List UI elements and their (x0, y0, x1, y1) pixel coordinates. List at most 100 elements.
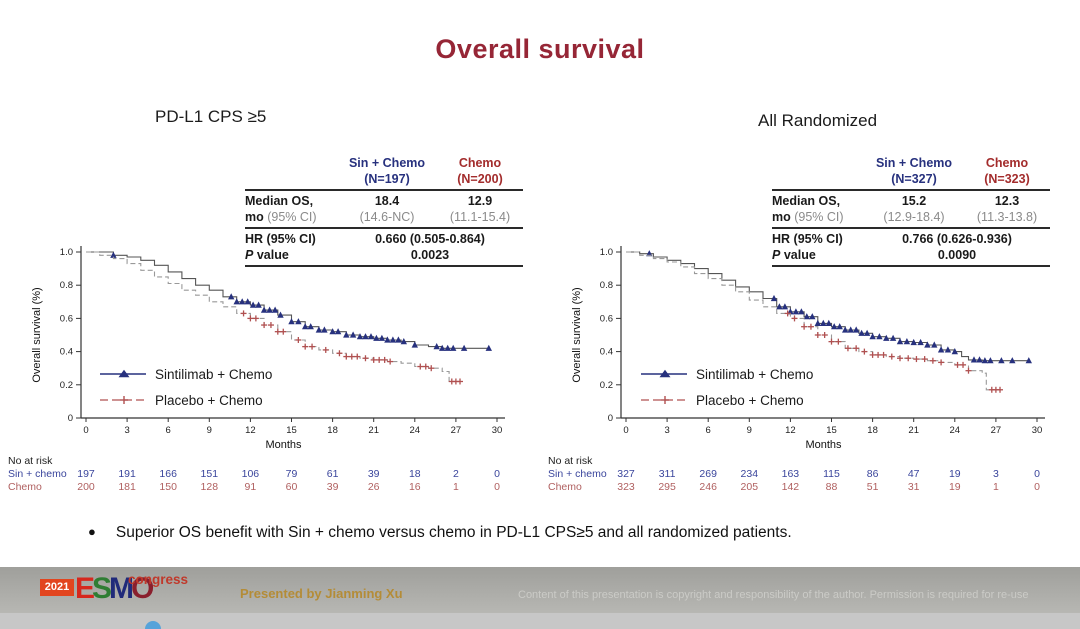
risk-value: 31 (907, 481, 920, 493)
censor-triangle-icon (384, 336, 391, 343)
risk-value: 323 (617, 481, 635, 493)
median-os-control: 12.9 (467, 194, 493, 208)
y-tick-label: 0.2 (600, 380, 613, 391)
risk-row-label: Chemo (548, 481, 582, 493)
legend-item-placebo: Placebo + Chemo (100, 387, 272, 413)
y-tick-label: 0.6 (60, 313, 73, 324)
stats-table-pdl1: Sin + Chemo Chemo (N=197) (N=200) Median… (245, 155, 523, 269)
median-unit-label: mo (772, 210, 791, 224)
risk-value: 0 (494, 481, 500, 493)
censor-triangle-icon (271, 306, 279, 313)
censor-triangle-icon (931, 341, 938, 348)
risk-value: 16 (408, 481, 421, 493)
median-os-row: Median OS, 18.4 12.9 (245, 193, 523, 209)
censor-triangle-icon (889, 334, 897, 341)
censor-triangle-icon (260, 306, 268, 313)
legend-item-sintilimab: Sintilimab + Chemo (100, 361, 272, 387)
risk-value: 0 (1034, 481, 1040, 493)
censor-triangle-icon (389, 336, 397, 343)
censor-triangle-icon (356, 333, 364, 340)
censor-triangle-icon (809, 313, 816, 320)
ci-row: mo (95% CI) (12.9-18.4) (11.3-13.8) (772, 209, 1050, 229)
x-tick-label: 24 (950, 425, 961, 436)
hr-row: HR (95% CI) 0.766 (0.626-0.936) (772, 231, 1050, 247)
legend-label-placebo: Placebo + Chemo (696, 392, 804, 408)
censor-triangle-icon (439, 344, 446, 351)
censor-triangle-icon (981, 357, 989, 364)
censor-triangle-icon (951, 348, 958, 355)
km-chart-pdl1: 0 0.2 0.4 0.6 0.8 1.0 0 3 6 9 12 15 18 21 24 27 30 Months… (31, 246, 505, 451)
stats-n-row: (N=327) (N=323) (772, 171, 1050, 191)
legend-label-sintilimab: Sintilimab + Chemo (696, 366, 814, 382)
censor-triangle-icon (814, 319, 821, 326)
esmo-letter-m: M (109, 572, 134, 605)
risk-value: 269 (699, 468, 717, 480)
p-label: P (772, 248, 781, 262)
censor-triangle-icon (307, 323, 314, 330)
presented-by-text: Presented by Jianming Xu (240, 586, 403, 601)
censor-triangle-icon (288, 318, 295, 325)
censor-triangle-icon (770, 294, 778, 302)
censor-triangle-icon (321, 326, 328, 333)
hr-value: 0.660 (0.505-0.864) (375, 232, 485, 246)
risk-value: 128 (200, 481, 219, 493)
y-tick-label: 0.8 (600, 280, 613, 291)
risk-value: 151 (200, 468, 219, 480)
risk-value: 166 (159, 468, 177, 480)
risk-table-all-randomized: No at risk Sin + chemo 327 311 269 234 163 115 8… (540, 95, 1080, 515)
risk-value: 86 (866, 468, 879, 480)
censor-triangle-icon (378, 334, 386, 341)
risk-value: 200 (77, 481, 95, 493)
censor-triangle-icon (343, 331, 350, 338)
x-tick-label: 27 (991, 425, 1002, 436)
esmo-wordmark: ESMO (75, 572, 154, 605)
censor-triangle-icon (792, 308, 800, 315)
risk-value: 106 (241, 468, 260, 480)
x-tick-label: 21 (368, 425, 379, 436)
risk-value: 181 (118, 481, 136, 493)
censor-triangle-icon (349, 331, 357, 338)
censor-triangle-icon (362, 333, 369, 340)
risk-value: 0 (1034, 468, 1040, 480)
x-tick-label: 30 (492, 425, 503, 436)
censor-triangle-icon (411, 341, 418, 348)
censor-triangle-icon (1009, 357, 1016, 364)
esmo-year-badge: 2021 (40, 579, 74, 596)
slide-title: Overall survival (435, 34, 645, 64)
risk-value: 142 (781, 481, 800, 493)
censor-triangle-icon (803, 313, 810, 320)
median-os-treatment: 18.4 (374, 194, 400, 208)
censor-triangle-icon (831, 323, 838, 330)
y-tick-label: 1.0 (600, 247, 613, 258)
hr-value: 0.766 (0.626-0.936) (902, 232, 1012, 246)
chart-legend-all-randomized: Sintilimab + Chemo Placebo + Chemo (641, 361, 813, 413)
x-tick-label: 24 (410, 425, 421, 436)
censor-triangle-icon (917, 338, 924, 346)
legend-label-placebo: Placebo + Chemo (155, 392, 263, 408)
censor-triangle-icon (842, 326, 849, 333)
x-axis-label: Months (265, 439, 302, 451)
censor-triangle-icon (450, 344, 457, 351)
censor-triangle-icon (903, 338, 911, 345)
risk-value: 19 (948, 468, 961, 480)
censor-triangle-icon (776, 303, 783, 310)
x-tick-label: 6 (166, 425, 171, 436)
footer-band (0, 567, 1080, 613)
censor-triangle-icon (400, 338, 407, 345)
legend-label-sintilimab: Sintilimab + Chemo (155, 366, 273, 382)
x-tick-label: 3 (664, 425, 669, 436)
censor-triangle-icon (277, 311, 284, 318)
control-n: (N=200) (457, 172, 503, 186)
censor-triangle-icon (266, 306, 273, 313)
censor-triangle-icon (876, 333, 883, 340)
video-scrubber-handle[interactable] (145, 621, 161, 629)
control-arm-header: Chemo (985, 156, 1029, 170)
x-tick-label: 15 (286, 425, 297, 436)
risk-table-title: No at risk (8, 455, 53, 467)
median-unit-label: mo (245, 210, 264, 224)
y-tick-label: 0 (608, 413, 613, 424)
censor-triangle-icon (944, 346, 952, 353)
risk-value: 39 (367, 468, 380, 480)
dashed-line-plus-marker-icon (641, 396, 687, 404)
